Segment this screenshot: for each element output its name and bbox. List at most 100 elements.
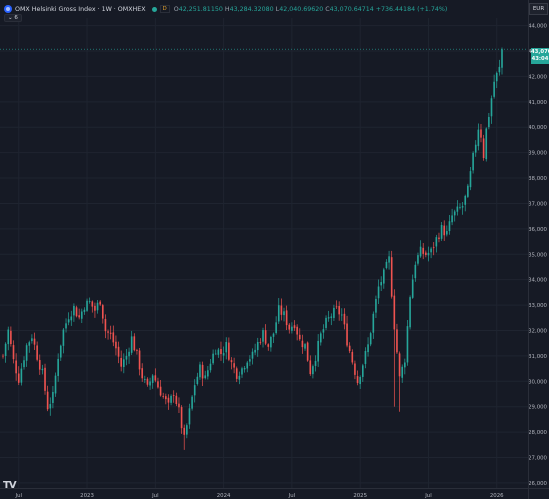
y-tick-label: 37,000: [528, 201, 547, 207]
candle-body: [217, 349, 220, 355]
candle-body: [23, 360, 25, 368]
candle-body: [243, 367, 246, 370]
candle-body: [480, 129, 482, 138]
candle-body: [440, 224, 443, 239]
candle-body: [367, 344, 369, 353]
candle-body: [364, 350, 367, 364]
indicators-toggle-button[interactable]: ⌄ 6: [4, 14, 22, 22]
y-tick-label: 42,000: [528, 74, 547, 80]
candle-body: [390, 257, 393, 297]
candle-body: [65, 323, 67, 329]
y-tick-label: 41,000: [528, 100, 547, 106]
candle-body: [314, 360, 317, 366]
x-tick-label: 2023: [80, 493, 94, 499]
candle-body: [351, 351, 354, 363]
indicators-count: 6: [14, 15, 18, 21]
candle-body: [495, 72, 498, 82]
candle-body: [62, 329, 65, 346]
candle-body: [38, 360, 41, 370]
candle-body: [453, 211, 456, 216]
candle-body: [430, 248, 432, 253]
candle-body: [75, 307, 78, 317]
candle-body: [112, 332, 115, 343]
candle-body: [419, 246, 422, 257]
candle-body: [233, 363, 235, 368]
chevron-down-icon: ⌄: [8, 15, 13, 21]
candle-body: [312, 366, 314, 375]
candle-body: [122, 359, 125, 368]
candle-body: [472, 152, 474, 171]
candle-body: [44, 367, 46, 391]
candle-body: [96, 302, 99, 311]
candle-body: [88, 301, 91, 303]
candle-body: [325, 317, 327, 328]
candle-body: [28, 342, 31, 346]
candle-body: [319, 333, 322, 343]
y-tick-label: 35,000: [528, 252, 547, 258]
x-tick-label: 2025: [353, 493, 367, 499]
bar-countdown: 43:04: [531, 56, 549, 62]
candle-body: [451, 215, 453, 223]
candle-body: [425, 252, 427, 256]
candle-body: [298, 334, 301, 340]
candle-body: [267, 344, 270, 347]
candle-body: [101, 305, 104, 319]
candle-body: [432, 247, 435, 249]
candle-body: [191, 396, 193, 409]
candle-body: [201, 364, 204, 379]
candle-body: [78, 315, 80, 318]
low-value: 42,040.69620: [279, 5, 324, 13]
candle-body: [398, 353, 401, 377]
candle-body: [33, 338, 36, 345]
symbol-title[interactable]: OMX Helsinki Gross Index · 1W · OMXHEX: [15, 5, 146, 13]
candle-body: [212, 353, 214, 364]
candle-body: [322, 329, 325, 333]
candle-body: [59, 345, 62, 358]
x-tick-label: Jul: [288, 493, 296, 499]
candle-body: [220, 349, 222, 355]
candle-body: [285, 310, 288, 326]
candle-body: [277, 305, 280, 322]
candle-body: [207, 370, 209, 377]
candle-body: [125, 355, 128, 360]
candle-body: [259, 341, 262, 343]
open-value: 42,251.81150: [178, 5, 223, 13]
currency-button[interactable]: EUR: [529, 3, 548, 15]
data-source-badge[interactable]: D: [159, 5, 170, 13]
candle-body: [422, 247, 425, 254]
y-tick-label: 30,000: [528, 379, 547, 385]
candle-body: [91, 301, 94, 307]
candle-body: [501, 49, 503, 68]
candle-body: [230, 360, 233, 363]
candle-body: [120, 357, 122, 367]
candle-body: [383, 269, 385, 284]
candle-body: [361, 365, 364, 377]
high-key: H: [224, 5, 230, 13]
candle-body: [151, 375, 154, 383]
candle-body: [249, 359, 251, 362]
candle-body: [275, 322, 277, 334]
candle-body: [291, 326, 293, 331]
candle-body: [49, 404, 52, 409]
candle-body: [46, 391, 49, 410]
candle-body: [128, 351, 130, 357]
tradingview-logo-icon[interactable]: TV: [3, 480, 17, 491]
candle-body: [396, 329, 398, 353]
x-tick-label: Jul: [424, 493, 432, 499]
candle-body: [136, 350, 138, 351]
y-tick-label: 27,000: [528, 456, 547, 462]
candle-body: [107, 331, 109, 333]
candle-body: [67, 319, 70, 323]
candle-body: [474, 144, 477, 153]
candle-body: [380, 282, 383, 286]
candle-body: [280, 305, 283, 315]
candle-body: [406, 326, 409, 363]
candle-body: [36, 345, 38, 360]
y-tick-label: 32,000: [528, 328, 547, 334]
y-tick-label: 34,000: [528, 278, 547, 284]
candle-body: [262, 330, 264, 342]
candle-body: [222, 353, 225, 356]
y-tick-label: 38,000: [528, 176, 547, 182]
